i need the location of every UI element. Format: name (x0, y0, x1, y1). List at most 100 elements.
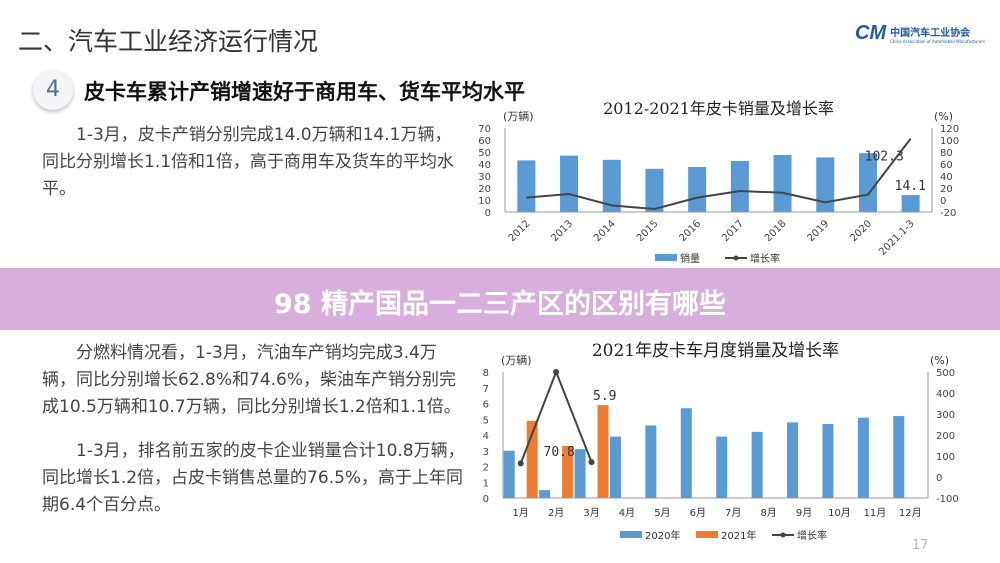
y-tick-label: 1 (483, 478, 489, 489)
bar-2020年 (680, 408, 692, 498)
x-tick-label: 2012 (507, 218, 533, 244)
y2-tick-label: 300 (936, 410, 955, 421)
y-tick-label: 6 (483, 400, 489, 411)
y2-tick-label: 40 (940, 172, 953, 183)
x-tick-label: 8月 (760, 507, 776, 519)
paragraph-2: 分燃料情况看，1-3月，汽油车产销均完成3.4万辆，同比分别增长62.8%和74… (42, 343, 461, 417)
y2-tick-label: 0 (936, 473, 942, 484)
x-tick-label: 2014 (592, 218, 618, 244)
legend-label: 增长率 (797, 529, 827, 542)
y-tick-label: 60 (478, 136, 491, 147)
bar-销量 (730, 161, 749, 212)
x-tick-label: 2018 (763, 218, 789, 244)
x-tick-label: 2017 (720, 218, 746, 244)
line-point (588, 459, 595, 466)
y-tick-label: 7 (483, 384, 489, 395)
y-axis-label: (万辆) (501, 353, 532, 367)
y2-tick-label: 0 (940, 196, 946, 207)
bar-2021年 (526, 420, 538, 498)
y2-tick-label: 100 (936, 452, 955, 463)
paragraph-3: 1-3月，排名前五家的皮卡企业销量合计10.8万辆，同比增长1.2倍，占皮卡销售… (42, 441, 465, 515)
legend-label: 2021年 (721, 529, 756, 542)
x-tick-label: 2月 (548, 507, 564, 519)
legend-label: 销量 (680, 252, 700, 265)
y-tick-label: 2 (483, 463, 489, 474)
y-axis-label: (万辆) (503, 109, 534, 123)
cam-logo-icon: CM (855, 22, 887, 44)
bar-2020年 (539, 490, 551, 498)
x-tick-label: 5月 (654, 507, 670, 519)
banner-text: 98 精产国品一二三产区的区别有哪些 (274, 289, 726, 320)
line-point (553, 369, 560, 375)
y-tick-label: 10 (478, 196, 491, 207)
y2-tick-label: 400 (936, 389, 955, 400)
line-增长率 (526, 138, 912, 211)
y-tick-label: 70 (478, 124, 491, 135)
bar-销量 (858, 153, 877, 212)
y2-tick-label: 120 (940, 124, 959, 135)
bar-2021年 (562, 446, 574, 498)
y-tick-label: 30 (478, 172, 491, 183)
x-tick-label: 11月 (864, 507, 887, 519)
y2-tick-label: -100 (936, 494, 959, 505)
bar-2020年 (716, 436, 728, 498)
legend-marker (780, 532, 786, 538)
y-tick-label: 40 (478, 160, 491, 171)
bar-2020年 (609, 436, 621, 498)
data-label: 5.9 (593, 389, 616, 404)
y2-tick-label: 500 (936, 368, 955, 379)
x-tick-label: 1月 (513, 507, 529, 519)
y-tick-label: 0 (483, 494, 489, 505)
bar-销量 (560, 155, 579, 212)
y2-tick-label: 20 (940, 184, 953, 195)
caam-logo: CM 中国汽车工业协会 China Association of Automob… (855, 22, 985, 45)
x-tick-label: 9月 (796, 507, 812, 519)
x-tick-label: 7月 (725, 507, 741, 519)
subheading: 皮卡车累计产销增速好于商用车、货车平均水平 (84, 80, 525, 104)
bar-2020年 (857, 417, 869, 498)
x-tick-label: 6月 (690, 507, 706, 519)
bar-2020年 (503, 450, 515, 498)
x-tick-label: 2019 (806, 218, 832, 244)
y-tick-label: 8 (483, 368, 489, 379)
data-label: 14.1 (895, 179, 926, 194)
logo-subtext: China Association of Automobile Manufact… (890, 38, 985, 44)
legend-swatch (655, 254, 677, 261)
x-tick-label: 2013 (549, 218, 575, 244)
bar-销量 (773, 155, 792, 212)
y2-axis-label: (%) (930, 354, 949, 367)
x-tick-label: 2021.1-3 (877, 218, 917, 258)
data-label: 102.3 (865, 150, 904, 165)
y-tick-label: 20 (478, 184, 491, 195)
chart-title: 2021年皮卡车月度销量及增长率 (592, 341, 839, 361)
bar-2020年 (822, 423, 834, 498)
overlay-banner: 98 精产国品一二三产区的区别有哪些 (0, 268, 1000, 330)
y2-axis-label: (%) (934, 110, 953, 123)
data-label: 70.8 (544, 445, 575, 460)
x-tick-label: 3月 (583, 507, 599, 519)
section-number-badge: 4 (33, 70, 73, 110)
x-tick-label: 4月 (619, 507, 635, 519)
legend-label: 2020年 (645, 529, 680, 542)
y-tick-label: 4 (483, 431, 489, 442)
x-tick-label: 10月 (828, 507, 851, 519)
page-number: 17 (912, 538, 929, 553)
logo-text: 中国汽车工业协会 (890, 27, 971, 39)
paragraph-1: 1-3月，皮卡产销分别完成14.0万辆和14.1万辆，同比分别增长1.1倍和1倍… (42, 125, 454, 199)
bar-销量 (602, 159, 621, 212)
bar-销量 (688, 167, 707, 212)
y-tick-label: 3 (483, 447, 489, 458)
y2-tick-label: 200 (936, 431, 955, 442)
y2-tick-label: 100 (940, 136, 959, 147)
y2-tick-label: 80 (940, 148, 953, 159)
section-title: 二、汽车工业经济运行情况 (18, 27, 319, 56)
bar-销量 (816, 157, 835, 212)
bar-2020年 (893, 416, 905, 498)
y-tick-label: 5 (483, 415, 489, 426)
y2-tick-label: 60 (940, 160, 953, 171)
x-tick-label: 2020 (848, 218, 874, 244)
bar-2020年 (787, 422, 799, 498)
x-tick-label: 12月 (899, 507, 922, 519)
bar-2021年 (597, 405, 609, 498)
x-tick-label: 2016 (677, 218, 703, 244)
